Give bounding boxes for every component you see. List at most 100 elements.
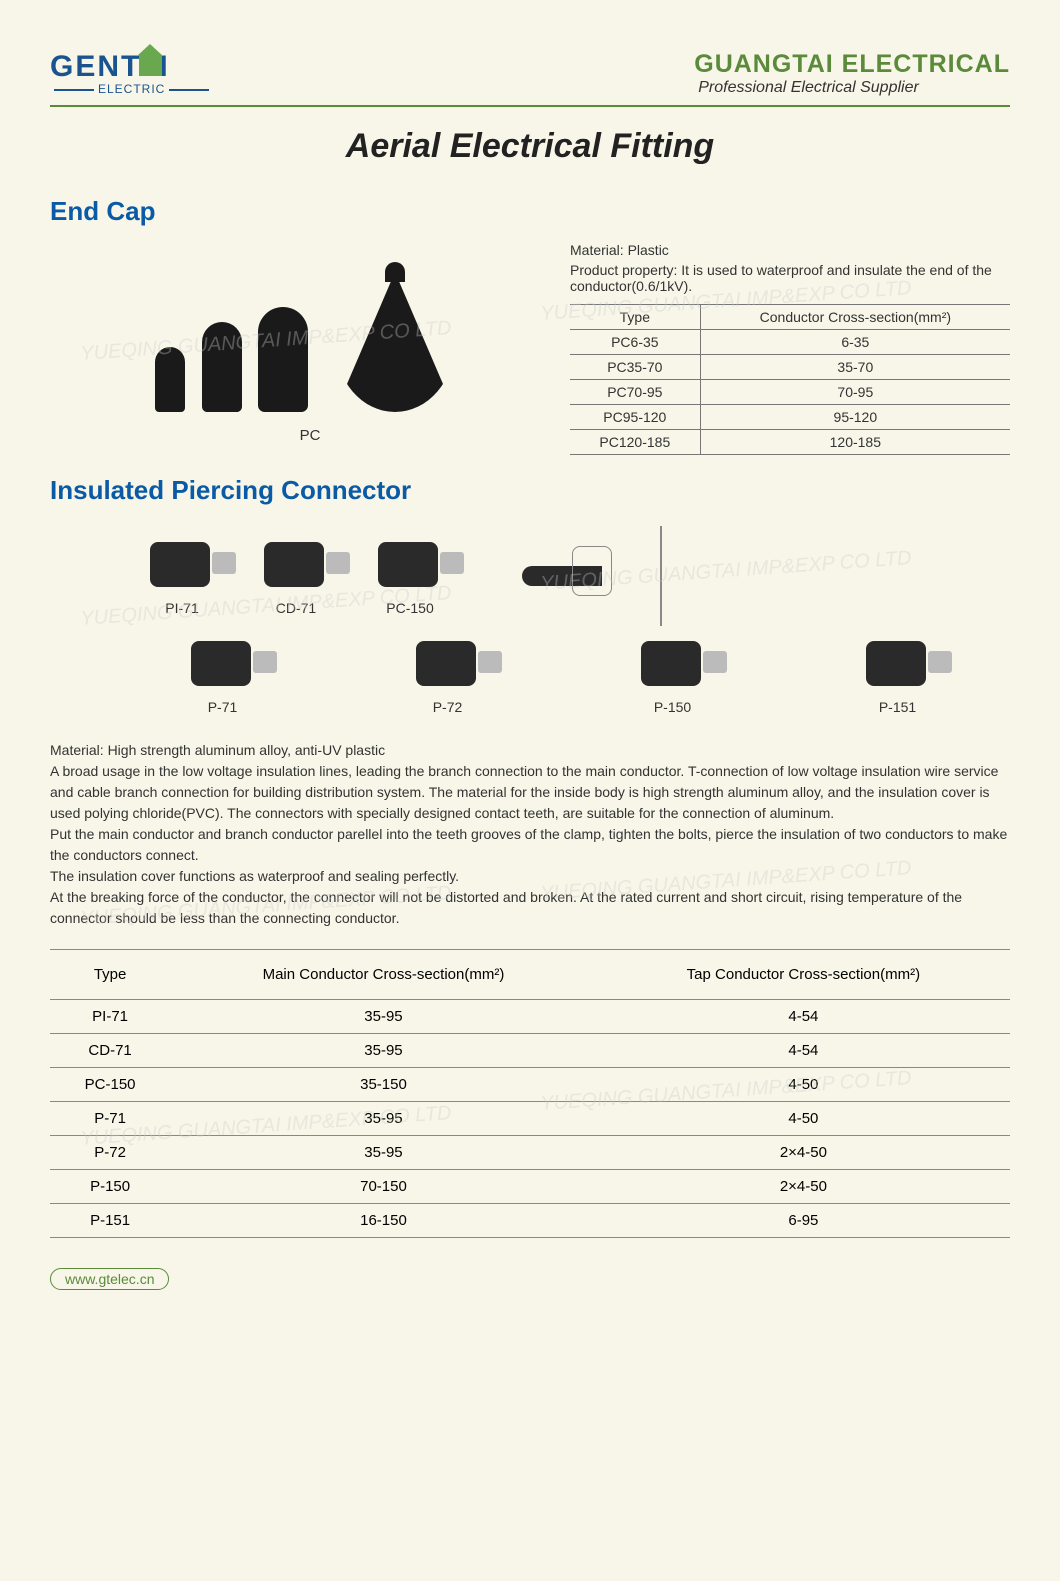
th-type: Type: [570, 305, 700, 330]
table-cell: 6-95: [597, 1204, 1010, 1238]
table-cell: PC6-35: [570, 330, 700, 355]
table-row: PC6-356-35: [570, 330, 1010, 355]
section-title-ipc: Insulated Piercing Connector: [50, 475, 1010, 506]
table-cell: CD-71: [50, 1034, 170, 1068]
logo-left: GENTI ELECTRIC: [50, 50, 213, 96]
table-cell: 120-185: [700, 430, 1010, 455]
table-cell: PC-150: [50, 1068, 170, 1102]
table-row: P-7235-952×4-50: [50, 1136, 1010, 1170]
table-row: PC-15035-1504-50: [50, 1068, 1010, 1102]
connector-icon: [264, 542, 324, 587]
description-line: At the breaking force of the conductor, …: [50, 887, 1010, 929]
endcap-row: PC Material: Plastic Product property: I…: [50, 242, 1010, 455]
connector-icon: [191, 641, 251, 686]
table-cell: 2×4-50: [597, 1136, 1010, 1170]
table-row: P-15070-1502×4-50: [50, 1170, 1010, 1204]
logo-text: GENTI: [50, 50, 213, 84]
endcap-table: Type Conductor Cross-section(mm²) PC6-35…: [570, 304, 1010, 455]
connector-icon: [416, 641, 476, 686]
cap-shape-icon: [258, 307, 308, 412]
table-row: P-15116-1506-95: [50, 1204, 1010, 1238]
company-name: GUANGTAI ELECTRICAL: [694, 50, 1010, 79]
table-row: PI-7135-954-54: [50, 1000, 1010, 1034]
table-cell: P-71: [50, 1102, 170, 1136]
description-line: Material: High strength aluminum alloy, …: [50, 740, 1010, 761]
connector-label: PC-150: [378, 600, 442, 616]
cap-shape-icon: [155, 347, 185, 412]
connector-item: PC-150: [378, 542, 442, 616]
table-row: P-7135-954-50: [50, 1102, 1010, 1136]
th-type: Type: [50, 950, 170, 1000]
connector-item: PI-71: [150, 542, 214, 616]
table-cell: 95-120: [700, 405, 1010, 430]
connector-table: Type Main Conductor Cross-section(mm²) T…: [50, 949, 1010, 1238]
website-link[interactable]: www.gtelec.cn: [50, 1268, 169, 1290]
property-text: Product property: It is used to waterpro…: [570, 262, 1010, 294]
connector-label: PI-71: [150, 600, 214, 616]
connector-item: P-71: [191, 641, 255, 715]
table-cell: PI-71: [50, 1000, 170, 1034]
cap-shape-icon: [202, 322, 242, 412]
table-cell: 70-150: [170, 1170, 597, 1204]
cone-icon: [335, 272, 455, 412]
table-cell: 4-54: [597, 1000, 1010, 1034]
table-cell: 4-54: [597, 1034, 1010, 1068]
connector-item: CD-71: [264, 542, 328, 616]
connector-label: P-72: [416, 699, 480, 715]
page-header: GENTI ELECTRIC GUANGTAI ELECTRICAL Profe…: [50, 50, 1010, 107]
table-cell: P-72: [50, 1136, 170, 1170]
table-cell: 35-95: [170, 1000, 597, 1034]
table-cell: PC120-185: [570, 430, 700, 455]
logo-sub: ELECTRIC: [50, 82, 213, 96]
connector-item: P-151: [866, 641, 930, 715]
connector-icon: [641, 641, 701, 686]
company-sub: Professional Electrical Supplier: [694, 79, 1010, 97]
connector-item: P-150: [641, 641, 705, 715]
table-cell: 2×4-50: [597, 1170, 1010, 1204]
endcap-images: PC: [50, 242, 570, 444]
connector-label: P-150: [641, 699, 705, 715]
logo-right: GUANGTAI ELECTRICAL Professional Electri…: [694, 50, 1010, 97]
connector-label: CD-71: [264, 600, 328, 616]
connector-icon: [150, 542, 210, 587]
connector-item: P-72: [416, 641, 480, 715]
table-row: PC35-7035-70: [570, 355, 1010, 380]
description-line: Put the main conductor and branch conduc…: [50, 824, 1010, 866]
table-cell: PC35-70: [570, 355, 700, 380]
material-text: Material: Plastic: [570, 242, 1010, 258]
table-cell: 35-95: [170, 1102, 597, 1136]
description-line: A broad usage in the low voltage insulat…: [50, 761, 1010, 824]
connector-label: P-151: [866, 699, 930, 715]
description-block: Material: High strength aluminum alloy, …: [50, 740, 1010, 929]
table-cell: 16-150: [170, 1204, 597, 1238]
description-line: The insulation cover functions as waterp…: [50, 866, 1010, 887]
house-icon: [139, 54, 161, 76]
table-cell: 35-150: [170, 1068, 597, 1102]
th-main: Main Conductor Cross-section(mm²): [170, 950, 597, 1000]
table-cell: 70-95: [700, 380, 1010, 405]
table-cell: 35-95: [170, 1136, 597, 1170]
table-row: PC120-185120-185: [570, 430, 1010, 455]
th-tap: Tap Conductor Cross-section(mm²): [597, 950, 1010, 1000]
logo-pre: GENT: [50, 50, 141, 83]
table-cell: P-151: [50, 1204, 170, 1238]
connector-icon: [866, 641, 926, 686]
connector-row-2: P-71 P-72 P-150 P-151: [50, 641, 1010, 715]
pc-label: PC: [50, 427, 570, 444]
connector-row-1: PI-71 CD-71 PC-150: [50, 536, 1010, 616]
page-title: Aerial Electrical Fitting: [50, 127, 1010, 166]
table-cell: 6-35: [700, 330, 1010, 355]
table-row: PC70-9570-95: [570, 380, 1010, 405]
table-cell: PC95-120: [570, 405, 700, 430]
table-cell: P-150: [50, 1170, 170, 1204]
table-cell: PC70-95: [570, 380, 700, 405]
connector-grid: PI-71 CD-71 PC-150 P-71 P-72 P-150 P-151: [50, 536, 1010, 715]
table-cell: 35-95: [170, 1034, 597, 1068]
connector-label: P-71: [191, 699, 255, 715]
table-cell: 4-50: [597, 1102, 1010, 1136]
table-cell: 35-70: [700, 355, 1010, 380]
table-row: PC95-12095-120: [570, 405, 1010, 430]
th-cross: Conductor Cross-section(mm²): [700, 305, 1010, 330]
endcap-info: Material: Plastic Product property: It i…: [570, 242, 1010, 455]
section-title-endcap: End Cap: [50, 196, 1010, 227]
